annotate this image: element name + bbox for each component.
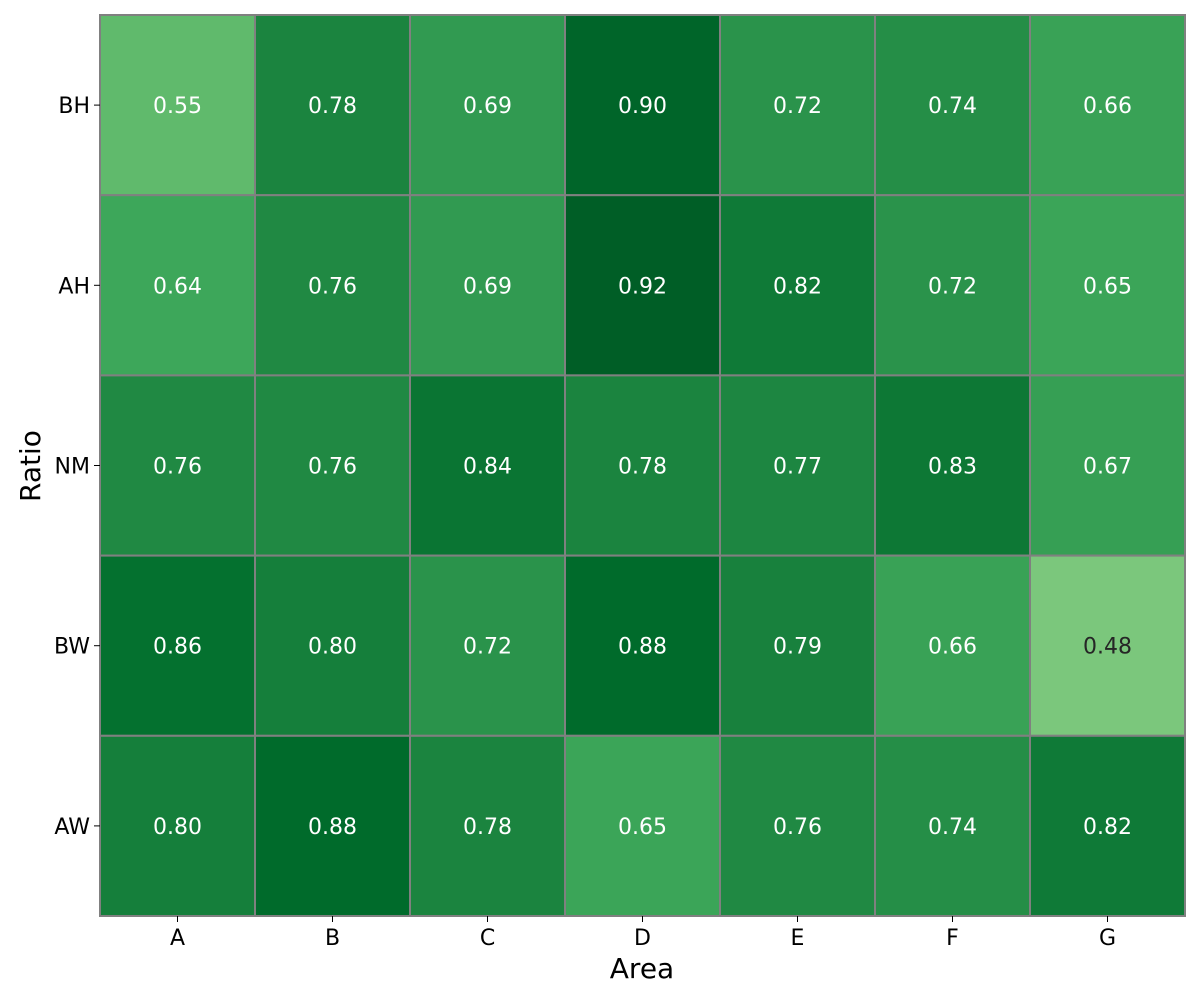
x-axis-title: Area <box>610 952 674 985</box>
x-tick-label: F <box>946 926 959 951</box>
heatmap-cell-BW-B <box>254 554 411 737</box>
cell-value-label: 0.64 <box>153 274 202 299</box>
x-tick-label: C <box>480 926 495 951</box>
heatmap-cell-AW-A <box>99 734 256 917</box>
cell-value-label: 0.82 <box>773 274 822 299</box>
heatmap-cell-BW-G <box>1029 554 1186 737</box>
x-tick-label: A <box>170 926 185 951</box>
cell-value-label: 0.84 <box>463 455 512 480</box>
cell-value-label: 0.77 <box>773 455 822 480</box>
heatmap-cell-AH-G <box>1029 194 1186 377</box>
cell-value-label: 0.90 <box>618 94 667 119</box>
cell-value-label: 0.76 <box>308 274 357 299</box>
cell-value-label: 0.82 <box>1083 815 1132 840</box>
cell-value-label: 0.76 <box>773 815 822 840</box>
heatmap-cell-NM-F <box>874 374 1031 557</box>
cell-value-label: 0.79 <box>773 635 822 660</box>
heatmap-cell-NM-B <box>254 374 411 557</box>
heatmap-cell-labels: 0.55 0.78 0.69 0.90 0.72 0.74 0.66 0.64 0.76 0.69… <box>153 94 1132 840</box>
heatmap-cell-BH-E <box>719 14 876 197</box>
heatmap-cell-BH-C <box>409 14 566 197</box>
cell-value-label: 0.72 <box>463 635 512 660</box>
heatmap-cell-AH-F <box>874 194 1031 377</box>
cell-value-label: 0.69 <box>463 274 512 299</box>
heatmap-cell-BW-A <box>99 554 256 737</box>
heatmap-cell-NM-D <box>564 374 721 557</box>
heatmap-cell-BH-D <box>564 14 721 197</box>
axis-ticks: A B C D E F G BH AH NM BW AW <box>54 94 1116 951</box>
cell-value-label: 0.83 <box>928 455 977 480</box>
heatmap-cell-AH-E <box>719 194 876 377</box>
heatmap-cell-NM-E <box>719 374 876 557</box>
cell-value-label: 0.78 <box>308 94 357 119</box>
cell-value-label: 0.72 <box>928 274 977 299</box>
cell-value-label: 0.88 <box>308 815 357 840</box>
heatmap-cell-BW-F <box>874 554 1031 737</box>
cell-value-label: 0.72 <box>773 94 822 119</box>
cell-value-label: 0.80 <box>153 815 202 840</box>
cell-value-label: 0.76 <box>153 455 202 480</box>
heatmap-cell-AW-C <box>409 734 566 917</box>
cell-value-label: 0.74 <box>928 94 977 119</box>
x-tick-label: G <box>1099 926 1116 951</box>
x-tick-label: E <box>791 926 805 951</box>
heatmap-cell-AW-G <box>1029 734 1186 917</box>
cell-value-label: 0.55 <box>153 94 202 119</box>
cell-value-label: 0.66 <box>1083 94 1132 119</box>
y-tick-label: NM <box>55 455 90 480</box>
y-tick-label: AH <box>58 274 90 299</box>
heatmap-cell-BH-F <box>874 14 1031 197</box>
cell-value-label: 0.69 <box>463 94 512 119</box>
y-tick-label: BH <box>58 94 90 119</box>
heatmap-cell-AH-C <box>409 194 566 377</box>
cell-value-label: 0.76 <box>308 455 357 480</box>
cell-value-label: 0.67 <box>1083 455 1132 480</box>
heatmap-cell-NM-C <box>409 374 566 557</box>
cell-value-label: 0.66 <box>928 635 977 660</box>
cell-value-label: 0.78 <box>463 815 512 840</box>
heatmap-cell-BH-A <box>99 14 256 197</box>
y-tick-label: AW <box>54 815 90 840</box>
x-tick-label: D <box>634 926 651 951</box>
cell-value-label: 0.78 <box>618 455 667 480</box>
cell-value-label: 0.65 <box>1083 274 1132 299</box>
cell-value-label: 0.92 <box>618 274 667 299</box>
y-tick-label: BW <box>54 635 90 660</box>
cell-value-label: 0.65 <box>618 815 667 840</box>
heatmap-cell-NM-G <box>1029 374 1186 557</box>
cell-value-label: 0.48 <box>1083 635 1132 660</box>
cell-value-label: 0.86 <box>153 635 202 660</box>
heatmap-cells <box>99 14 1186 917</box>
heatmap-cell-BH-B <box>254 14 411 197</box>
heatmap-cell-BW-D <box>564 554 721 737</box>
cell-value-label: 0.88 <box>618 635 667 660</box>
cell-value-label: 0.80 <box>308 635 357 660</box>
x-tick-label: B <box>325 926 340 951</box>
cell-value-label: 0.74 <box>928 815 977 840</box>
y-axis-title: Ratio <box>14 430 47 502</box>
